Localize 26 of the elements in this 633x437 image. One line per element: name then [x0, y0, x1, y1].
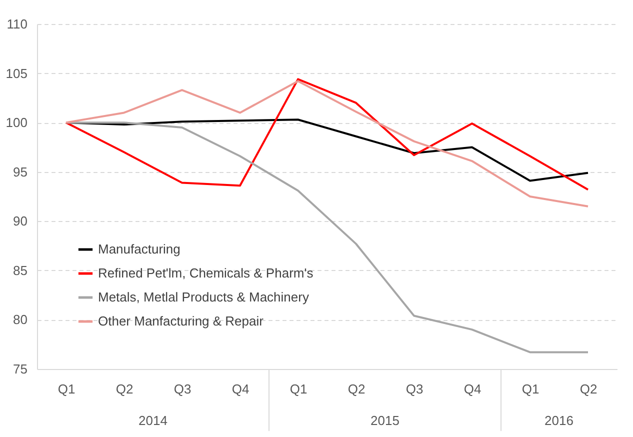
text: 2016	[544, 413, 574, 428]
y-tick-label: 100	[6, 115, 28, 130]
x-tick-label: Q1	[290, 382, 308, 396]
y-tick-label: 105	[6, 66, 28, 81]
legend-label: Other Manfacturing & Repair	[98, 314, 264, 328]
legend-label: Metals, Metlal Products & Machinery	[98, 290, 310, 304]
x-tick-label: Q3	[406, 382, 424, 396]
line-series	[65, 122, 589, 354]
x-tick-label: Q2	[116, 382, 134, 396]
text: 2015	[370, 413, 400, 428]
y-tick-label: 90	[13, 214, 28, 229]
x-tick-label: Q2	[580, 382, 598, 396]
y-tick-label: 80	[13, 312, 28, 328]
legend-label: Manufacturing	[98, 242, 180, 256]
x-tick-label: Q1	[58, 382, 76, 396]
y-tick-label: 95	[13, 164, 28, 180]
y-tick-label: 85	[13, 262, 28, 278]
y-tick-label: 75	[13, 362, 28, 376]
legend-label: Refined Pet'lm, Chemicals & Pharm's	[98, 266, 314, 280]
x-tick-label: Q2	[348, 382, 366, 396]
x-tick-label: Q4	[464, 382, 482, 396]
x-tick-label: Q1	[522, 382, 540, 396]
x-tick-label: Q4	[232, 382, 250, 396]
x-tick-label: Q3	[174, 382, 192, 396]
text: 2014	[138, 413, 168, 428]
y-tick-label: 110	[6, 16, 28, 32]
